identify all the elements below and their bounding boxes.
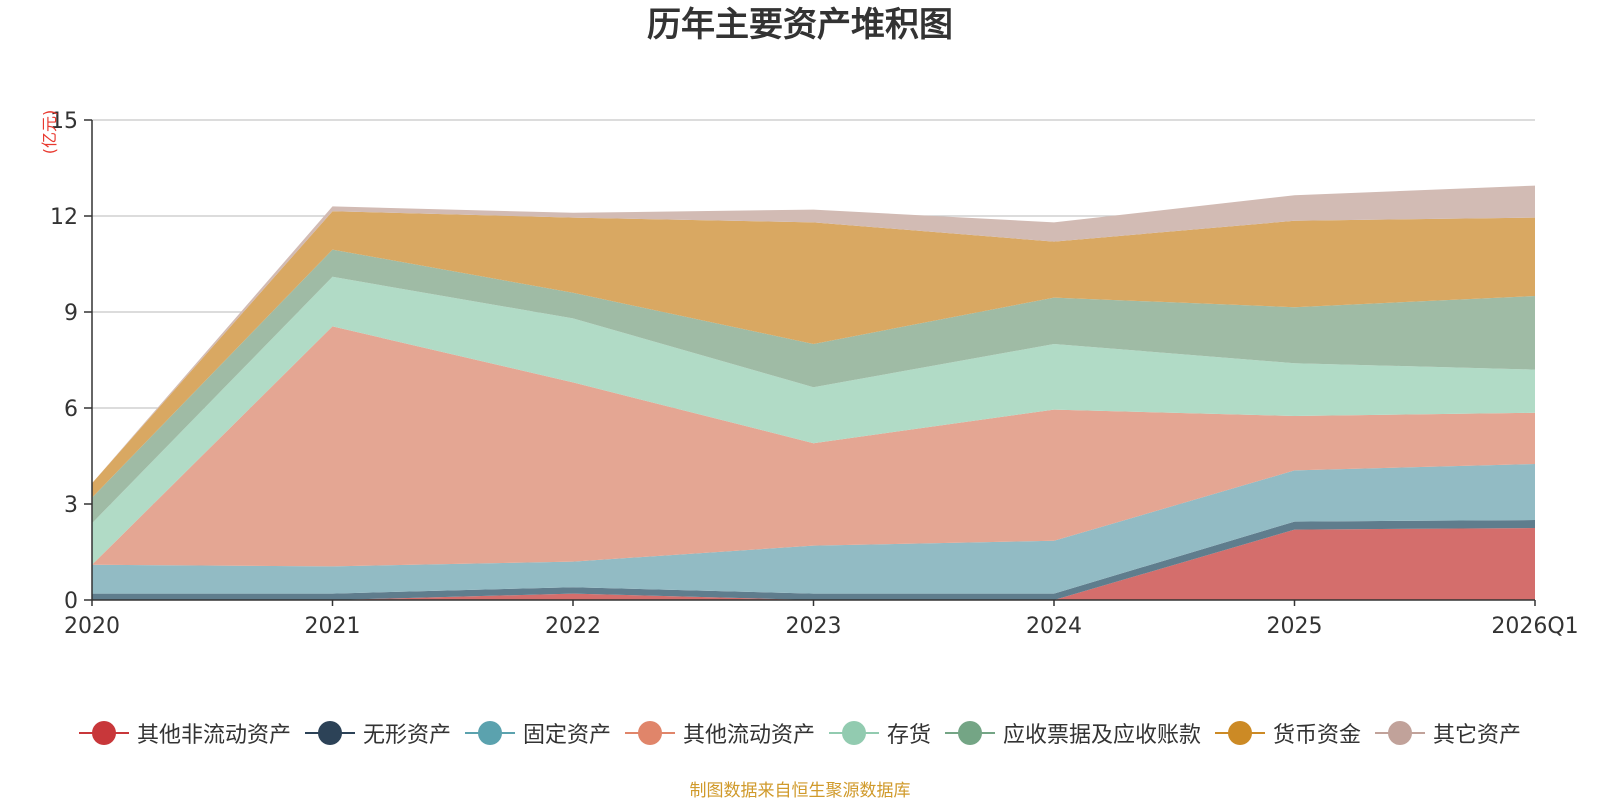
legend-marker-icon xyxy=(464,721,515,745)
legend-label: 货币资金 xyxy=(1273,723,1362,748)
area-series-6 xyxy=(92,211,1535,498)
data-source-note: 制图数据来自恒生聚源数据库 xyxy=(689,781,911,801)
legend-label: 无形资产 xyxy=(362,723,451,748)
x-tick-label-3: 2023 xyxy=(786,614,842,639)
area-series-1 xyxy=(92,520,1535,600)
x-tick-label-4: 2024 xyxy=(1026,614,1082,639)
legend-marker-icon xyxy=(829,721,879,745)
legend-item-6[interactable]: 货币资金 xyxy=(1215,717,1361,749)
legend-marker-icon xyxy=(304,721,355,745)
y-tick-label-6: 6 xyxy=(64,397,78,422)
area-series-3 xyxy=(92,326,1535,567)
x-tick-label-1: 2021 xyxy=(305,614,361,639)
y-tick-label-3: 3 xyxy=(64,493,78,518)
y-tick-label-0: 0 xyxy=(64,589,78,614)
legend-marker-icon xyxy=(945,721,996,745)
legend-label: 存货 xyxy=(887,723,932,748)
x-tick-label-2: 2022 xyxy=(545,614,601,639)
legend-marker-icon xyxy=(1215,721,1266,745)
legend-item-5[interactable]: 应收票据及应收账款 xyxy=(945,717,1201,749)
legend-item-3[interactable]: 其他流动资产 xyxy=(624,717,815,749)
chart-legend: 其他非流动资产 无形资产 固定资产 其他流动资产 存货 应收票据及应收账款 货币资金 其它资产 xyxy=(0,718,1600,748)
area-series-5 xyxy=(92,249,1535,524)
legend-item-7[interactable]: 其它资产 xyxy=(1375,717,1521,749)
area-series-2 xyxy=(92,464,1535,594)
area-series-7 xyxy=(92,185,1535,484)
area-series-0 xyxy=(92,528,1535,600)
legend-item-4[interactable]: 存货 xyxy=(829,717,931,749)
legend-label: 其他非流动资产 xyxy=(136,723,291,748)
y-axis-unit-label: (亿元) xyxy=(40,109,59,155)
chart-title: 历年主要资产堆积图 xyxy=(647,5,953,45)
legend-item-2[interactable]: 固定资产 xyxy=(464,717,611,749)
legend-label: 其他流动资产 xyxy=(682,723,815,748)
legend-item-1[interactable]: 无形资产 xyxy=(304,717,451,749)
legend-marker-icon xyxy=(1375,721,1426,745)
x-tick-label-0: 2020 xyxy=(64,614,120,639)
legend-item-0[interactable]: 其他非流动资产 xyxy=(78,717,291,749)
legend-marker-icon xyxy=(624,721,675,745)
y-tick-label-12: 12 xyxy=(50,205,78,230)
x-tick-label-5: 2025 xyxy=(1267,614,1323,639)
y-tick-label-9: 9 xyxy=(64,301,78,326)
legend-label: 应收票据及应收账款 xyxy=(1003,723,1202,748)
legend-label: 固定资产 xyxy=(522,723,611,748)
y-tick-label-15: 15 xyxy=(50,109,78,134)
x-tick-label-6: 2026Q1 xyxy=(1491,614,1578,639)
legend-label: 其它资产 xyxy=(1433,723,1522,748)
legend-marker-icon xyxy=(78,721,129,745)
area-series-4 xyxy=(92,276,1535,565)
